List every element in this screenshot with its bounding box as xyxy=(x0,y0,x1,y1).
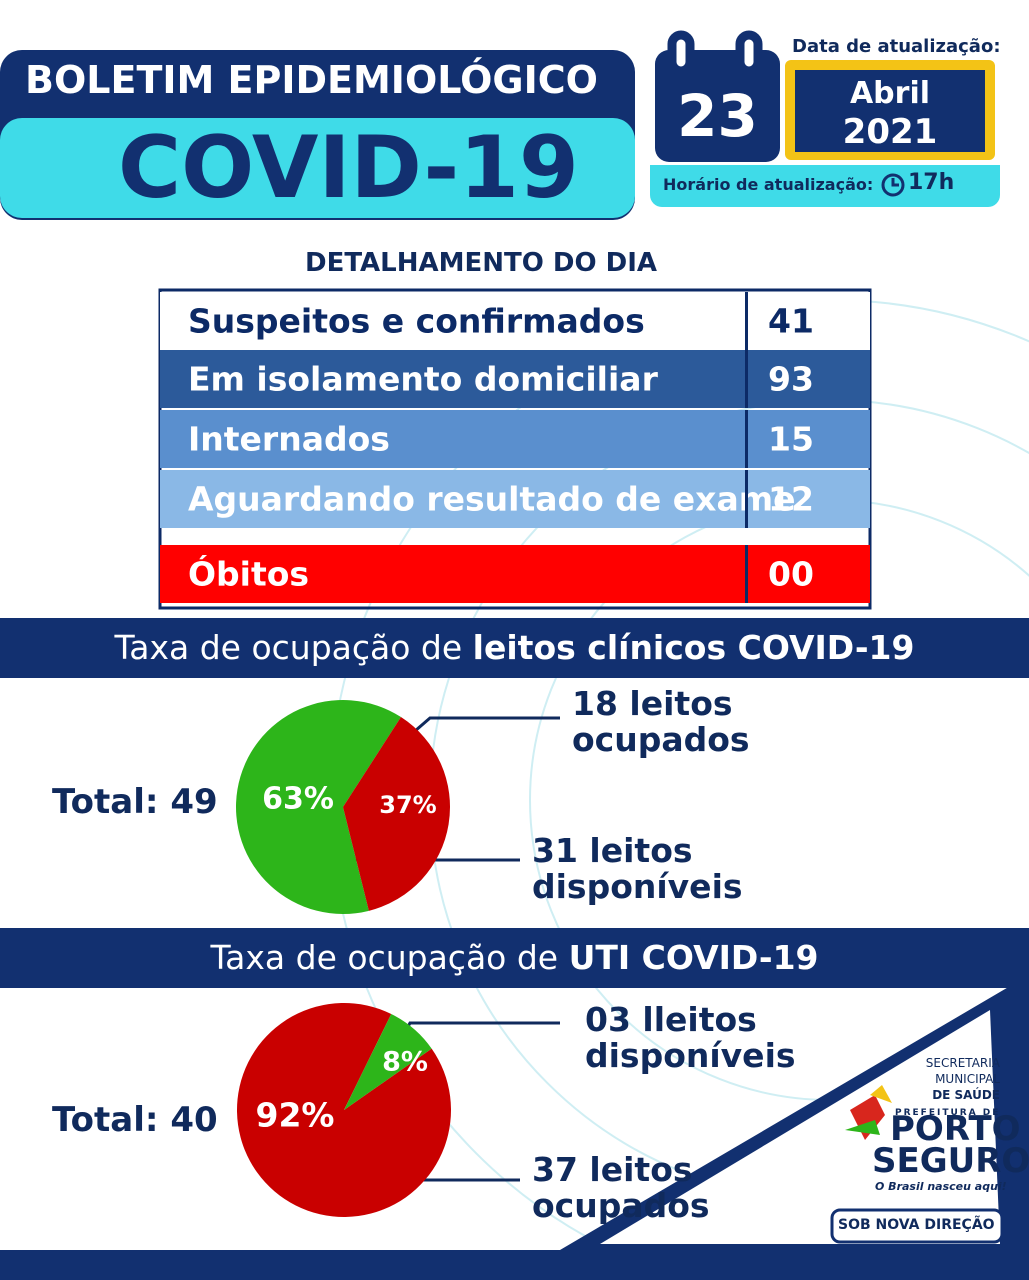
table-row: Internados 15 xyxy=(160,410,870,468)
slice-label: 8% xyxy=(382,1047,428,1078)
pie-slice xyxy=(343,717,451,911)
row-value: 12 xyxy=(768,479,814,519)
banner-bold: leitos clínicos COVID-19 xyxy=(472,628,915,667)
badge-text: DIREÇÃO xyxy=(924,1217,995,1233)
separator xyxy=(745,292,748,350)
time: 17h xyxy=(908,170,955,195)
logo-city: SEGURO xyxy=(872,1141,1029,1181)
table-title: DETALHAMENTO DO DIA xyxy=(305,248,658,278)
row-value: 15 xyxy=(768,419,814,459)
row-label: Suspeitos e confirmados xyxy=(188,301,645,341)
slogan: O Brasil nasceu aqui! xyxy=(875,1180,1007,1193)
row-value: 93 xyxy=(768,359,814,399)
separator xyxy=(745,350,748,408)
day: 23 xyxy=(677,82,758,150)
row-label: Aguardando resultado de exame xyxy=(188,479,796,519)
note: 03 lleitos disponíveis xyxy=(585,1000,796,1075)
secretaria: SECRETARIA MUNICIPAL DE SAÚDE xyxy=(880,1055,1000,1103)
slice-label: 63% xyxy=(262,782,334,817)
total: Total: 40 xyxy=(52,1100,218,1140)
separator xyxy=(745,470,748,528)
note: 18 leitos ocupados xyxy=(572,684,750,759)
title-line1: BOLETIM EPIDEMIOLÓGICO xyxy=(25,58,598,102)
banner-text: Taxa de ocupação de xyxy=(210,938,559,977)
title-line2: COVID-19 xyxy=(118,118,579,218)
time-label: Horário de atualização: xyxy=(663,175,874,194)
slice-label: 92% xyxy=(256,1096,335,1135)
note: 37 leitos ocupados xyxy=(532,1150,710,1225)
badge: SOB NOVA DIREÇÃO xyxy=(838,1217,995,1233)
banner-text: Taxa de ocupação de xyxy=(114,628,463,667)
total: Total: 49 xyxy=(52,782,218,822)
banner: Taxa de ocupação de leitos clínicos COVI… xyxy=(0,618,1029,678)
table-row: Suspeitos e confirmados 41 xyxy=(160,292,870,350)
row-label: Óbitos xyxy=(188,554,310,594)
year: 2021 xyxy=(842,112,938,152)
row-value: 00 xyxy=(768,554,814,594)
month: Abril xyxy=(849,76,931,111)
row-label: Internados xyxy=(188,419,390,459)
pie-slice xyxy=(344,1013,432,1110)
table-row: Em isolamento domiciliar 93 xyxy=(160,350,870,408)
logo-text: MUNICIPAL xyxy=(935,1072,1000,1086)
banner: Taxa de ocupação de UTI COVID-19 xyxy=(0,928,1029,988)
separator xyxy=(745,545,748,603)
logo-text: PREFEITURA DE xyxy=(895,1108,1001,1118)
pie-slice xyxy=(237,1003,451,1218)
logo-text: SECRETARIA xyxy=(925,1056,1000,1070)
banner-bold: UTI COVID-19 xyxy=(568,938,819,977)
separator xyxy=(745,410,748,468)
slice-label: 37% xyxy=(379,791,436,819)
row-value: 41 xyxy=(768,301,814,341)
row-label: Em isolamento domiciliar xyxy=(188,359,658,399)
badge-text: SOB NOVA xyxy=(838,1217,920,1233)
logo-text: DE SAÚDE xyxy=(932,1088,1000,1102)
date-label: Data de atualização: xyxy=(792,36,1001,57)
note: 31 leitos disponíveis xyxy=(532,831,743,906)
logo-city: PORTO xyxy=(890,1109,1021,1149)
table-row: Aguardando resultado de exame 12 xyxy=(160,470,870,528)
table-row: Óbitos 00 xyxy=(160,545,870,603)
pie-slice xyxy=(236,700,401,915)
